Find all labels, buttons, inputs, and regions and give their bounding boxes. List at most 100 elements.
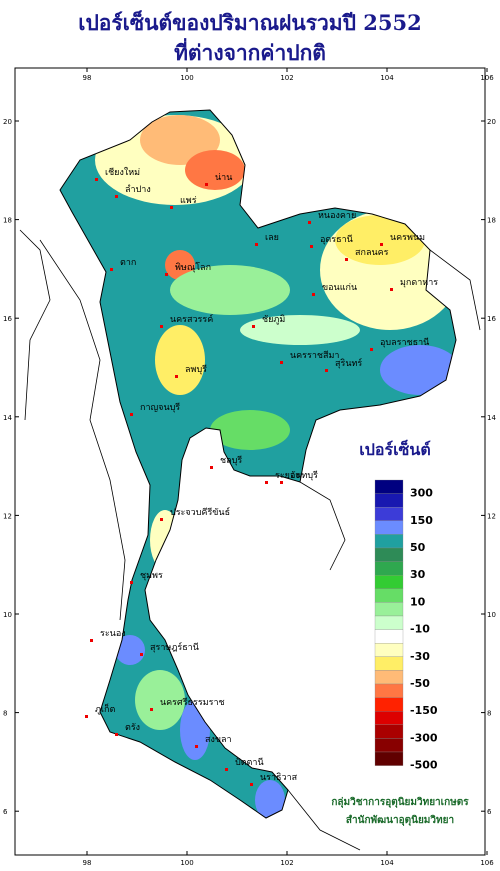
station bbox=[280, 481, 283, 484]
field bbox=[210, 410, 290, 450]
legend-swatch bbox=[374, 493, 404, 508]
station bbox=[210, 466, 213, 469]
lon-label: 100 bbox=[180, 859, 193, 867]
lon-label: 98 bbox=[83, 859, 92, 867]
station bbox=[85, 715, 88, 718]
place-name: สุรินทร์ bbox=[335, 357, 362, 369]
place-name: นราธิวาส bbox=[260, 772, 298, 783]
field bbox=[115, 635, 145, 665]
legend-swatch bbox=[374, 697, 404, 712]
station bbox=[160, 518, 163, 521]
station bbox=[115, 733, 118, 736]
legend-label: -30 bbox=[410, 650, 430, 663]
legend-label: 300 bbox=[410, 487, 433, 500]
legend-label: 10 bbox=[410, 595, 426, 608]
legend-swatch bbox=[374, 683, 404, 698]
field bbox=[140, 115, 220, 165]
station bbox=[345, 258, 348, 261]
legend-swatch bbox=[374, 738, 404, 753]
lat-label: 6 bbox=[487, 808, 492, 816]
place-name: ชลบุรี bbox=[220, 455, 242, 466]
legend-label: -10 bbox=[410, 623, 430, 636]
lon-label: 102 bbox=[280, 74, 293, 82]
legend-swatch bbox=[374, 602, 404, 617]
legend-swatch bbox=[374, 534, 404, 549]
border bbox=[429, 249, 481, 331]
legend-swatch bbox=[374, 670, 404, 685]
place-name: ระนอง bbox=[100, 629, 126, 639]
station bbox=[380, 243, 383, 246]
legend-swatch bbox=[374, 615, 404, 630]
legend-swatch bbox=[374, 724, 404, 739]
lon-label: 100 bbox=[180, 74, 193, 82]
station bbox=[308, 221, 311, 224]
field bbox=[185, 150, 245, 190]
place-name: ขอนแก่น bbox=[322, 283, 357, 293]
station bbox=[115, 195, 118, 198]
place-name: สกลนคร bbox=[355, 248, 389, 258]
station bbox=[90, 639, 93, 642]
station bbox=[130, 581, 133, 584]
legend-swatch bbox=[374, 643, 404, 657]
station bbox=[95, 178, 98, 181]
station bbox=[150, 708, 153, 711]
lat-label: 10 bbox=[487, 611, 496, 619]
station bbox=[390, 288, 393, 291]
place-name: ลำปาง bbox=[125, 184, 151, 195]
place-name: ภูเก็ต bbox=[95, 702, 115, 715]
station bbox=[160, 325, 163, 328]
lon-label: 98 bbox=[83, 74, 92, 82]
lat-label: 20 bbox=[3, 118, 12, 126]
legend-swatch bbox=[374, 751, 404, 766]
legend-label: -150 bbox=[410, 704, 438, 717]
station bbox=[265, 481, 268, 484]
field bbox=[135, 670, 185, 730]
lon-label: 104 bbox=[380, 859, 394, 867]
legend-swatch bbox=[374, 479, 404, 494]
title: เปอร์เซ็นต์ของปริมาณฝนรวมปี 2552 bbox=[78, 9, 421, 35]
place-name: หนองคาย bbox=[318, 211, 356, 221]
lat-label: 16 bbox=[3, 315, 12, 323]
legend-label: 150 bbox=[410, 514, 433, 527]
legend-swatch bbox=[374, 547, 404, 562]
lat-label: 8 bbox=[487, 710, 491, 718]
field bbox=[335, 215, 425, 265]
station bbox=[130, 413, 133, 416]
place-name: เลย bbox=[265, 233, 279, 243]
place-name: นครราชสีมา bbox=[290, 350, 339, 361]
legend-swatch bbox=[374, 507, 404, 521]
subtitle: ที่ต่างจากค่าปกติ bbox=[174, 37, 326, 65]
station bbox=[140, 653, 143, 656]
lat-label: 16 bbox=[487, 315, 496, 323]
station bbox=[312, 293, 315, 296]
place-name: เชียงใหม่ bbox=[105, 167, 140, 178]
station bbox=[250, 783, 253, 786]
credit: กลุ่มวิชาการอุตุนิยมวิทยาเกษตร bbox=[331, 796, 469, 808]
place-name: นครศรีธรรมราช bbox=[160, 697, 225, 708]
place-name: ปัตตานี bbox=[235, 757, 264, 768]
legend-label: -50 bbox=[410, 677, 430, 690]
lat-label: 14 bbox=[3, 414, 12, 422]
lat-label: 18 bbox=[487, 217, 496, 225]
place-name: แพร่ bbox=[180, 196, 197, 206]
field bbox=[255, 780, 285, 818]
station bbox=[165, 273, 168, 276]
lon-label: 104 bbox=[380, 74, 394, 82]
place-name: นครพนม bbox=[390, 233, 425, 243]
station bbox=[170, 206, 173, 209]
lat-label: 20 bbox=[487, 118, 496, 126]
lat-label: 14 bbox=[487, 414, 496, 422]
station bbox=[252, 325, 255, 328]
legend-swatch bbox=[374, 561, 404, 576]
field bbox=[380, 345, 456, 395]
station bbox=[110, 268, 113, 271]
place-name: อุบลราชธานี bbox=[380, 337, 429, 348]
lat-label: 12 bbox=[3, 512, 12, 520]
place-name: น่าน bbox=[215, 173, 232, 183]
lon-label: 106 bbox=[480, 74, 494, 82]
station bbox=[325, 369, 328, 372]
lat-label: 6 bbox=[3, 808, 8, 816]
place-name: พิษณุโลก bbox=[175, 262, 211, 273]
